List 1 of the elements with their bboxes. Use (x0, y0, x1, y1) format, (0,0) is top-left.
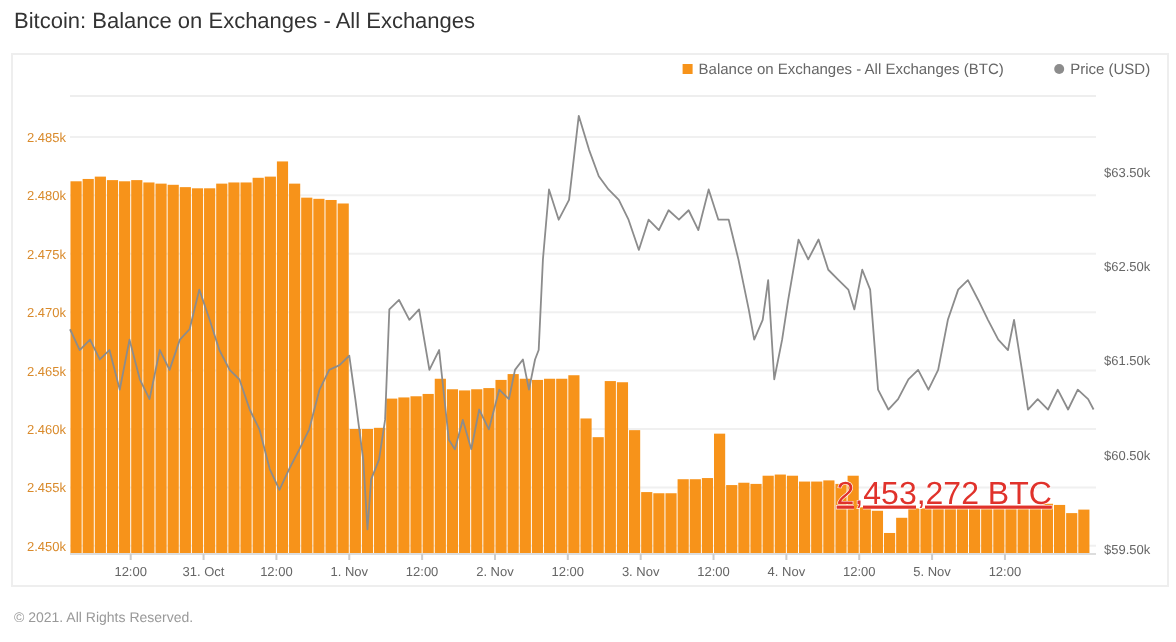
chart-title: Bitcoin: Balance on Exchanges - All Exchanges (14, 10, 477, 34)
